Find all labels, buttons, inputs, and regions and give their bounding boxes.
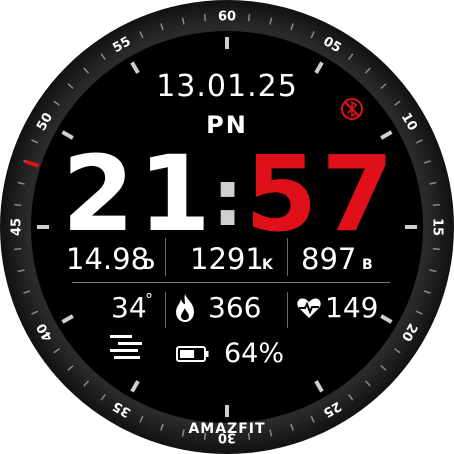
time-hours: 21	[62, 133, 215, 255]
bezel-minor-tick	[14, 247, 22, 251]
bezel-minor-tick	[53, 348, 60, 354]
weekday-text: PN	[206, 111, 248, 139]
bezel-tick-label: 60	[218, 10, 236, 25]
bezel-minor-tick	[429, 269, 437, 273]
dial-hour-marker	[380, 314, 393, 324]
dial-hour-marker	[314, 61, 324, 74]
fire-icon	[176, 294, 194, 322]
bezel-minor-tick	[23, 290, 31, 294]
bezel-minor-tick	[160, 23, 164, 31]
heart-rate-value: 149	[325, 291, 379, 324]
bezel-minor-tick	[290, 423, 294, 431]
dial-hour-marker	[130, 380, 140, 393]
weather-lines-icon	[110, 335, 142, 359]
bezel-minor-tick	[269, 429, 273, 437]
bezel-tick-label: 30	[218, 430, 236, 445]
bezel-minor-tick	[181, 429, 185, 437]
bezel-minor-tick	[423, 290, 431, 294]
bezel-minor-tick	[67, 83, 74, 90]
lower-divider-2	[287, 292, 288, 328]
battery-icon	[176, 346, 209, 362]
dial-hour-marker	[130, 61, 140, 74]
steps-value: 897	[301, 242, 357, 276]
bezel-minor-tick	[203, 14, 207, 22]
bezel-minor-tick	[415, 139, 423, 144]
bezel-minor-tick	[247, 14, 251, 22]
stats-divider-2	[287, 238, 288, 276]
bezel-minor-tick	[139, 31, 144, 39]
dial-hour-marker	[61, 130, 74, 140]
bezel-minor-tick	[364, 67, 371, 74]
distance-value: 14.98	[66, 242, 150, 276]
fire-value: 366	[208, 291, 262, 324]
bezel-minor-tick	[67, 364, 74, 371]
dial-hour-marker	[380, 130, 393, 140]
bezel-minor-tick	[310, 415, 315, 423]
battery-value: 64%	[224, 338, 285, 369]
bezel-minor-tick	[394, 348, 401, 354]
brand-logo: AMAZFIT	[188, 421, 266, 437]
bezel-minor-tick	[364, 380, 371, 387]
calories-unit: K	[262, 257, 273, 273]
bezel-minor-tick	[17, 181, 25, 185]
dial-hour-marker	[61, 314, 74, 324]
bezel-minor-tick	[31, 310, 39, 315]
bezel-minor-tick	[160, 423, 164, 431]
bezel-minor-tick	[139, 415, 144, 423]
heart-rate-icon	[297, 298, 321, 318]
bezel-minor-tick	[100, 53, 106, 60]
bezel-minor-tick	[380, 364, 387, 371]
bezel-minor-tick	[394, 100, 401, 106]
dial-hour-marker	[314, 380, 324, 393]
horizontal-divider	[72, 282, 390, 283]
bezel-minor-tick	[14, 203, 22, 207]
bezel-minor-tick	[310, 31, 315, 39]
bezel-minor-tick	[203, 432, 207, 440]
bezel-minor-tick	[181, 17, 185, 25]
lower-divider-1	[165, 292, 166, 328]
bezel-minor-tick	[432, 247, 440, 251]
time-separator: :	[212, 154, 244, 244]
bezel-tick-label: 45	[10, 218, 25, 236]
bezel-minor-tick	[100, 394, 106, 401]
date-text: 13.01.25	[156, 69, 298, 104]
bezel-minor-tick	[423, 160, 431, 164]
seconds-marker	[24, 159, 40, 168]
bezel-minor-tick	[31, 139, 39, 144]
bezel-minor-tick	[415, 310, 423, 315]
bezel-tick-label: 15	[430, 218, 445, 236]
bezel-minor-tick	[17, 269, 25, 273]
stats-divider-1	[165, 238, 166, 276]
distance-unit: D	[143, 257, 155, 273]
bezel-minor-tick	[290, 23, 294, 31]
bluetooth-disconnected-icon	[341, 98, 363, 120]
bezel-minor-tick	[247, 432, 251, 440]
bezel-minor-tick	[83, 67, 90, 74]
steps-unit: B	[362, 257, 373, 273]
bezel-minor-tick	[348, 394, 354, 401]
temperature-value: 34	[111, 291, 147, 324]
time-minutes: 57	[245, 133, 398, 255]
bezel-minor-tick	[83, 380, 90, 387]
bezel-minor-tick	[429, 181, 437, 185]
calories-value: 1291	[190, 242, 264, 276]
bezel-minor-tick	[380, 83, 387, 90]
dial-background	[31, 31, 423, 423]
bezel-minor-tick	[348, 53, 354, 60]
temperature-degree: °	[145, 290, 153, 309]
bezel-minor-tick	[432, 203, 440, 207]
bezel-minor-tick	[269, 17, 273, 25]
bezel-minor-tick	[53, 100, 60, 106]
